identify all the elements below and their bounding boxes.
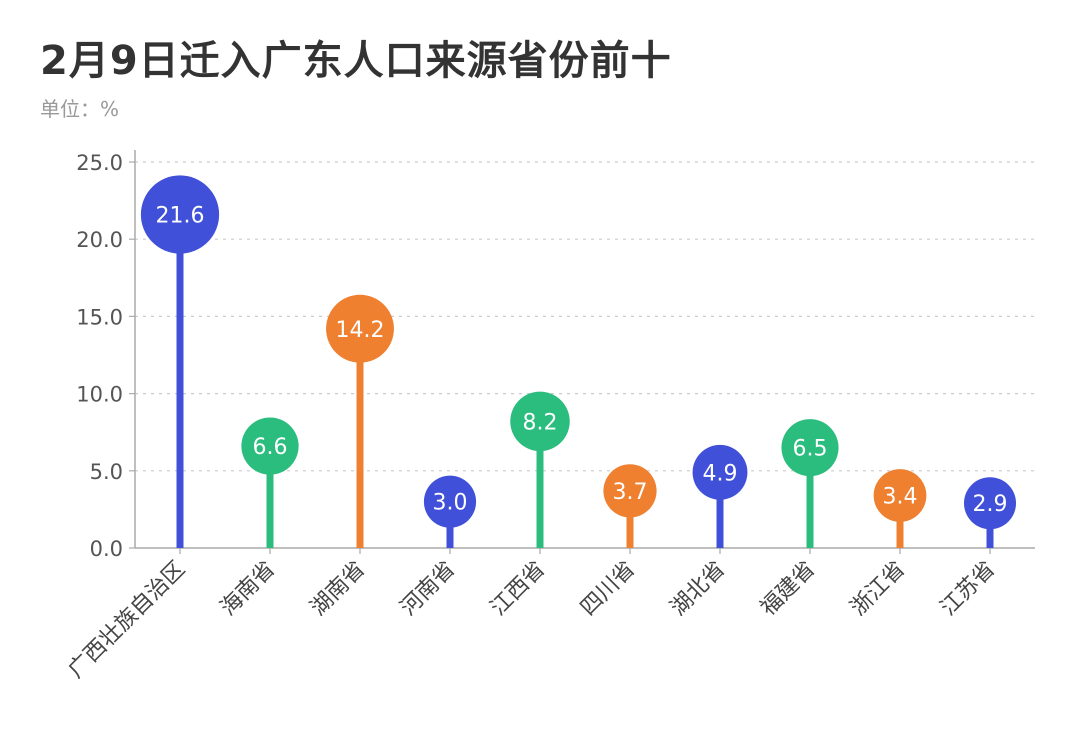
y-tick-label: 25.0 <box>76 151 123 175</box>
y-tick-label: 15.0 <box>76 305 123 329</box>
unit-label: 单位：% <box>40 97 120 121</box>
data-label: 21.6 <box>156 203 205 228</box>
x-tick-label: 湖南省 <box>306 557 370 621</box>
lollipop-point <box>603 464 657 518</box>
y-tick-label: 5.0 <box>90 460 123 484</box>
x-tick-label: 浙江省 <box>846 557 910 621</box>
data-label: 6.5 <box>793 437 828 462</box>
data-label: 14.2 <box>336 318 385 343</box>
lollipop-point <box>510 391 570 452</box>
data-label: 3.7 <box>613 480 648 505</box>
x-tick-label: 海南省 <box>216 557 280 621</box>
data-label: 6.6 <box>253 435 288 460</box>
data-label: 8.2 <box>523 410 558 435</box>
y-tick-label: 0.0 <box>90 537 123 561</box>
lollipop-point <box>873 469 927 522</box>
x-tick-label: 湖北省 <box>666 557 730 621</box>
data-label: 4.9 <box>703 461 738 486</box>
y-tick-label: 20.0 <box>76 228 123 252</box>
lollipop-point <box>692 444 748 500</box>
x-tick-label: 福建省 <box>756 557 820 621</box>
lollipop-point <box>326 294 394 363</box>
lollipop-point <box>140 175 220 254</box>
lollipop-point <box>963 477 1017 530</box>
y-tick-label: 10.0 <box>76 383 123 407</box>
data-label: 3.4 <box>883 485 918 510</box>
x-tick-label: 广西壮族自治区 <box>64 557 191 684</box>
x-tick-label: 江苏省 <box>936 557 1000 621</box>
lollipop-point <box>241 417 299 475</box>
chart-title: 2月9日迁入广东人口来源省份前十 <box>40 38 672 84</box>
lollipop-point <box>423 475 477 528</box>
x-tick-label: 河南省 <box>396 557 460 621</box>
data-label: 3.0 <box>433 491 468 516</box>
x-tick-label: 四川省 <box>576 557 640 621</box>
lollipop-point <box>781 419 839 477</box>
x-tick-label: 江西省 <box>486 557 550 621</box>
data-label: 2.9 <box>973 492 1008 517</box>
